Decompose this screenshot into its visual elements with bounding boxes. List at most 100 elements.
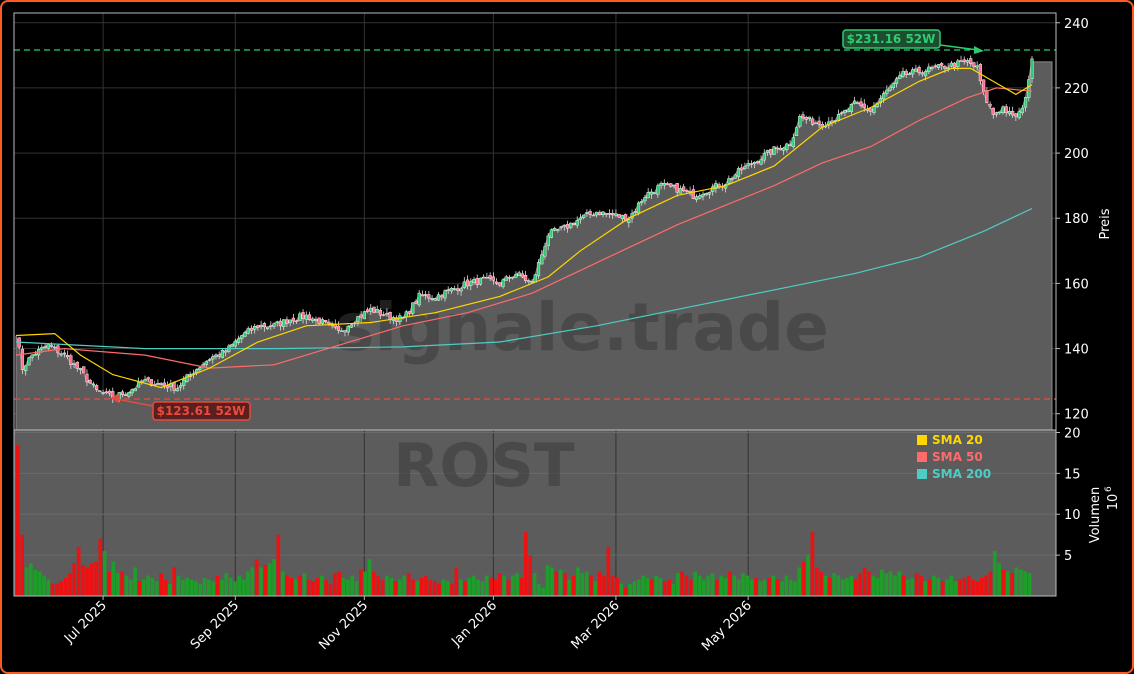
candle [304,311,308,324]
volume-bar [762,579,767,596]
volume-bar [597,571,602,596]
candle [791,133,795,149]
candle [946,63,950,73]
candle [559,225,563,231]
candle [869,107,873,116]
candle [711,183,715,196]
volume-bar [927,579,932,596]
volume-bar [128,579,133,596]
volume-bar [958,579,962,596]
price-tick-label: 240 [1064,17,1089,32]
candle [675,183,679,197]
candle [798,114,802,129]
volume-bar [133,567,137,596]
volume-bar [1019,569,1023,596]
volume-bar [623,587,628,596]
price-tick-label: 120 [1064,408,1089,423]
volume-bar [949,575,954,596]
volume-bar [741,573,745,596]
volume-bar [367,559,372,596]
volume-bar [801,561,806,596]
volume-bar [328,583,333,596]
volume-bar [893,575,897,596]
candle [82,366,86,374]
price-axis-label: Preis [1098,208,1113,239]
volume-bar [684,575,689,596]
candle [211,354,215,364]
volume-bar [497,573,502,596]
volume-bar [689,579,693,596]
candle [940,62,944,70]
volume-bar [697,575,702,596]
candle [240,335,244,343]
volume-bar [246,571,250,596]
candle [465,275,470,290]
candle [246,326,250,335]
volume-bar [81,564,85,596]
candle [540,250,544,265]
candle [575,216,579,229]
candle [475,274,479,289]
volume-bar [1027,573,1032,596]
candle [740,163,744,175]
volume-bar [63,578,68,596]
volume-bar [715,579,719,596]
candle [433,297,437,301]
candle [1030,55,1034,84]
volume-bar [736,579,741,596]
candle [298,311,302,321]
candle [311,316,315,323]
volume-bar [871,575,876,596]
date-tick-label: Nov 2025 [316,598,371,653]
candle [382,311,386,317]
candle [320,317,325,325]
candle [236,335,241,345]
candle [175,384,179,392]
volume-panel [14,430,1056,596]
volume-bar [146,575,150,596]
candle [859,97,863,109]
volume-bar [919,575,923,596]
legend: SMA 20 SMA 50 SMA 200 [917,433,991,481]
candle [98,390,102,392]
candle [556,228,560,233]
candle [653,192,657,195]
volume-bar [537,583,541,596]
y-axis-ticks: 120 140 160 180 200 220 240 5 10 15 20 [1056,17,1089,564]
candle [807,116,812,122]
volume-bar [728,571,732,596]
volume-axis-unit: 10 6 [1104,486,1121,510]
candle [259,320,263,330]
volume-bar [1023,571,1027,596]
candle [288,319,292,327]
candle [143,375,147,382]
candle [565,220,570,233]
volume-bar [16,444,20,596]
candle [633,208,637,216]
candles [17,55,1034,404]
volume-bar [710,573,715,596]
candle [930,65,934,71]
candle [133,388,137,392]
candle [285,316,289,327]
volume-bar [936,578,941,596]
volume-bar [975,581,980,596]
candle [411,302,415,317]
low-52w-label: $123.61 52W [157,404,246,418]
volume-bar [858,573,862,596]
volume-bar [1001,569,1006,596]
candle [714,180,718,193]
volume-bar [641,575,645,596]
volume-bar [906,579,910,596]
candle [343,330,347,337]
candle [217,351,221,360]
volume-bar [962,578,967,596]
candle [233,338,237,348]
volume-bar [85,567,90,596]
volume-bar [671,583,676,596]
volume-bar [862,567,867,596]
volume-bar [493,579,498,596]
candle [785,142,789,153]
candle [856,100,860,104]
candle [130,388,134,397]
